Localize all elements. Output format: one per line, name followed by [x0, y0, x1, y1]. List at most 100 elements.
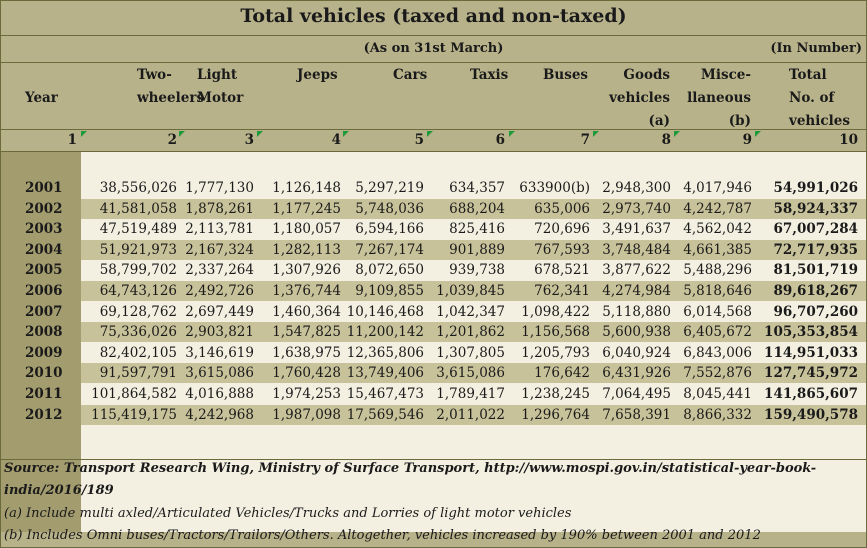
value-cell: 8,866,332	[683, 406, 752, 423]
value-cell: 5,600,938	[602, 324, 671, 341]
value-cell: 10,146,468	[346, 303, 424, 320]
total-cell: 114,951,033	[764, 344, 858, 361]
total-cell: 141,865,607	[764, 386, 858, 402]
value-cell: 4,242,968	[185, 406, 254, 423]
value-cell: 41,581,058	[99, 200, 177, 217]
table-title: Total vehicles (taxed and non-taxed)	[240, 5, 627, 27]
value-cell: 75,336,026	[99, 324, 177, 341]
value-cell: 2,948,300	[602, 180, 671, 196]
column-header-line: vehicles	[609, 90, 670, 106]
value-cell: 38,556,026	[99, 180, 177, 196]
value-cell: 2,113,781	[185, 221, 254, 238]
value-cell: 15,467,473	[346, 386, 424, 402]
year-cell: 2003	[25, 221, 63, 238]
year-cell: 2011	[25, 386, 63, 402]
column-header-line: Misce-	[700, 67, 751, 83]
table-row: 2010 91,597,791 3,615,086 1,760,428 13,749,4…	[1, 363, 866, 384]
row-background	[81, 198, 866, 219]
column-header-line: No. of	[789, 90, 835, 106]
year-cell: 2010	[25, 365, 63, 382]
column-number-3: 3	[244, 132, 254, 148]
value-cell: 1,307,926	[272, 262, 341, 279]
value-cell: 7,064,495	[602, 386, 671, 402]
row-background	[81, 219, 866, 240]
value-cell: 762,341	[534, 283, 590, 299]
year-cell: 2006	[25, 283, 63, 299]
value-cell: 1,205,793	[521, 344, 590, 361]
column-header-line: Jeeps	[297, 67, 338, 83]
column-number-4: 4	[331, 132, 341, 148]
value-cell: 635,006	[534, 200, 590, 217]
divider	[1, 62, 866, 63]
unit-label: (In Number)	[770, 41, 862, 56]
row-background	[81, 384, 866, 404]
value-cell: 4,016,888	[185, 386, 254, 402]
value-cell: 1,878,261	[185, 200, 254, 217]
divider	[1, 35, 866, 36]
year-cell: 2004	[25, 241, 63, 258]
value-cell: 1,126,148	[272, 180, 341, 196]
footnote-b: (b) Includes Omni buses/Tractors/Trailor…	[4, 528, 761, 543]
value-cell: 91,597,791	[99, 365, 177, 382]
value-cell: 2,337,264	[185, 262, 254, 279]
column-header-1: Year	[25, 87, 58, 151]
value-cell: 720,696	[534, 221, 590, 238]
value-cell: 1,789,417	[436, 386, 505, 402]
source-line-1: Source: Transport Research Wing, Ministr…	[4, 461, 817, 476]
column-header-5: Cars	[393, 64, 427, 128]
value-cell: 1,238,245	[521, 386, 590, 402]
table-row: 2006 64,743,126 2,492,726 1,376,744 9,109,85…	[1, 281, 866, 301]
value-cell: 6,594,166	[355, 221, 424, 238]
value-cell: 1,974,253	[272, 386, 341, 402]
value-cell: 1,180,057	[272, 221, 341, 238]
value-cell: 1,460,364	[272, 303, 341, 320]
table-row: 2005 58,799,702 2,337,264 1,307,926 8,072,65…	[1, 260, 866, 281]
column-number-5: 5	[414, 132, 424, 148]
value-cell: 3,491,637	[602, 221, 671, 238]
divider	[1, 151, 866, 152]
source-line-2: india/2016/189	[4, 483, 114, 498]
value-cell: 1,282,113	[272, 241, 341, 258]
value-cell: 1,638,975	[272, 344, 341, 361]
value-cell: 5,488,296	[683, 262, 752, 279]
value-cell: 2,492,726	[185, 283, 254, 299]
value-cell: 2,697,449	[185, 303, 254, 320]
column-header-line: Two-	[137, 67, 172, 83]
column-header-line: Motor	[197, 90, 244, 106]
total-cell: 89,618,267	[773, 283, 858, 299]
table-row: 2012 115,419,175 4,242,968 1,987,098 17,569,…	[1, 404, 866, 425]
column-header-line: wheelers	[137, 90, 205, 106]
cell-comment-marker	[343, 131, 349, 137]
year-column-band	[1, 152, 81, 532]
row-background	[81, 322, 866, 343]
value-cell: 678,521	[534, 262, 590, 279]
year-cell: 2009	[25, 344, 63, 361]
value-cell: 6,405,672	[683, 324, 752, 341]
column-header-line: Light	[197, 67, 238, 83]
value-cell: 1,376,744	[272, 283, 341, 299]
column-header-3: Light Motor	[197, 64, 243, 128]
column-header-line: Buses	[543, 67, 589, 83]
year-cell: 2008	[25, 324, 63, 341]
row-background	[81, 404, 866, 425]
value-cell: 939,738	[449, 262, 505, 279]
value-cell: 4,661,385	[683, 241, 752, 258]
value-cell: 9,109,855	[355, 283, 424, 299]
column-header-line: Cars	[393, 67, 428, 83]
column-header-line: Year	[25, 90, 58, 106]
value-cell: 1,760,428	[272, 365, 341, 382]
column-header-line: Taxis	[470, 67, 509, 83]
value-cell: 1,156,568	[521, 324, 590, 341]
total-cell: 96,707,260	[773, 303, 858, 320]
table-row: 2004 51,921,973 2,167,324 1,282,113 7,267,17…	[1, 239, 866, 260]
column-header-line: (b)	[728, 113, 751, 129]
value-cell: 3,615,086	[436, 365, 505, 382]
table-row: 2002 41,581,058 1,878,261 1,177,245 5,748,03…	[1, 198, 866, 219]
column-number-8: 8	[661, 132, 671, 148]
year-cell: 2001	[25, 180, 63, 196]
value-cell: 47,519,489	[99, 221, 177, 238]
row-background	[81, 281, 866, 301]
cell-comment-marker	[427, 131, 433, 137]
value-cell: 82,402,105	[99, 344, 177, 361]
